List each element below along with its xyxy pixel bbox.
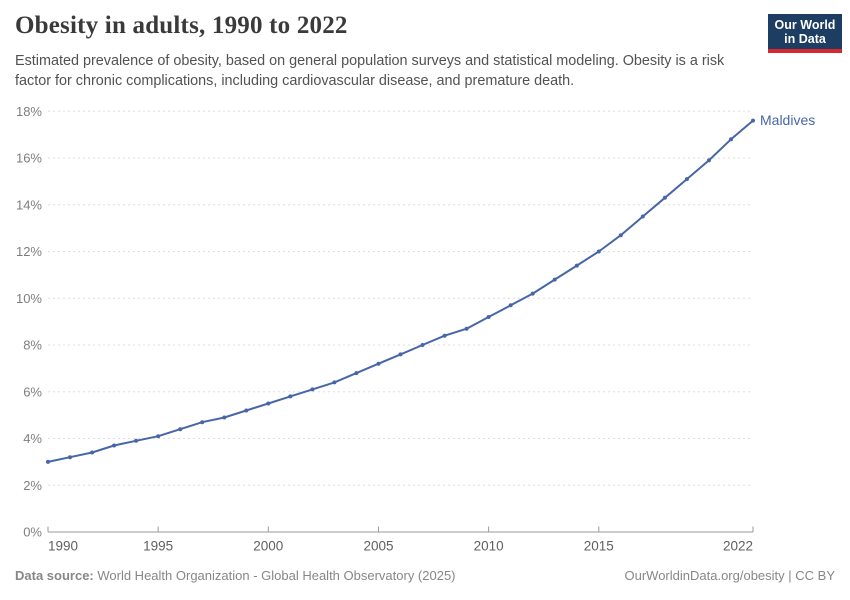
data-point[interactable] bbox=[376, 361, 381, 366]
data-point[interactable] bbox=[332, 380, 337, 385]
y-tick-label: 6% bbox=[23, 384, 42, 399]
y-tick-label: 16% bbox=[16, 151, 42, 166]
y-tick-label: 2% bbox=[23, 478, 42, 493]
data-point[interactable] bbox=[662, 195, 667, 200]
data-point[interactable] bbox=[508, 303, 513, 308]
owid-logo[interactable]: Our World in Data bbox=[768, 14, 842, 53]
x-tick-label: 2000 bbox=[253, 539, 283, 554]
owid-logo-line2: in Data bbox=[784, 32, 826, 46]
data-point[interactable] bbox=[288, 394, 293, 399]
data-point[interactable] bbox=[178, 427, 183, 432]
y-tick-label: 0% bbox=[23, 525, 42, 540]
data-point[interactable] bbox=[596, 249, 601, 254]
chart-subtitle: Estimated prevalence of obesity, based o… bbox=[15, 53, 725, 89]
x-tick-label: 2005 bbox=[363, 539, 393, 554]
data-point[interactable] bbox=[266, 401, 271, 406]
trend-line[interactable] bbox=[47, 119, 754, 463]
data-point[interactable] bbox=[68, 455, 72, 460]
data-point[interactable] bbox=[420, 343, 425, 347]
data-point[interactable] bbox=[618, 233, 623, 238]
data-point[interactable] bbox=[640, 214, 645, 219]
y-tick-label: 4% bbox=[23, 431, 42, 446]
page-title: Obesity in adults, 1990 to 2022 bbox=[15, 12, 348, 39]
data-point[interactable] bbox=[398, 352, 403, 357]
data-point[interactable] bbox=[90, 450, 95, 455]
data-point[interactable] bbox=[200, 420, 205, 425]
y-tick-label: 10% bbox=[16, 291, 42, 306]
series-end-label[interactable]: Maldives bbox=[760, 112, 815, 128]
data-source-text: World Health Organization - Global Healt… bbox=[93, 568, 456, 583]
x-tick-label: 1990 bbox=[48, 539, 78, 554]
owid-logo-line1: Our World bbox=[774, 18, 836, 32]
data-point[interactable] bbox=[134, 438, 139, 443]
data-point[interactable] bbox=[486, 315, 491, 319]
data-point[interactable] bbox=[112, 443, 117, 448]
data-point[interactable] bbox=[706, 158, 711, 163]
y-tick-label: 18% bbox=[16, 104, 42, 119]
data-source-label: Data source: bbox=[15, 568, 94, 583]
data-point[interactable] bbox=[684, 177, 689, 182]
x-tick-label: 2022 bbox=[723, 539, 753, 554]
chart-footer: Data source: World Health Organization -… bbox=[15, 568, 835, 583]
data-point[interactable] bbox=[530, 291, 535, 296]
data-point[interactable] bbox=[156, 434, 161, 439]
data-source: Data source: World Health Organization -… bbox=[15, 568, 456, 583]
x-tick-label: 2010 bbox=[474, 539, 504, 554]
data-point[interactable] bbox=[46, 459, 50, 464]
data-point[interactable] bbox=[310, 387, 315, 392]
y-tick-label: 14% bbox=[16, 197, 42, 212]
data-point[interactable] bbox=[574, 263, 579, 268]
data-point[interactable] bbox=[751, 118, 755, 123]
data-point[interactable] bbox=[442, 333, 447, 338]
footer-link[interactable]: OurWorldinData.org/obesity | CC BY bbox=[624, 568, 836, 583]
data-point[interactable] bbox=[222, 415, 227, 420]
x-tick-label: 1995 bbox=[143, 539, 173, 554]
x-tick-label: 2015 bbox=[584, 539, 614, 554]
y-tick-label: 8% bbox=[23, 338, 42, 353]
data-point[interactable] bbox=[244, 408, 249, 413]
y-tick-label: 12% bbox=[16, 244, 42, 259]
data-point[interactable] bbox=[354, 371, 359, 376]
data-point[interactable] bbox=[464, 326, 469, 331]
data-point[interactable] bbox=[729, 137, 733, 142]
data-point[interactable] bbox=[552, 277, 557, 282]
